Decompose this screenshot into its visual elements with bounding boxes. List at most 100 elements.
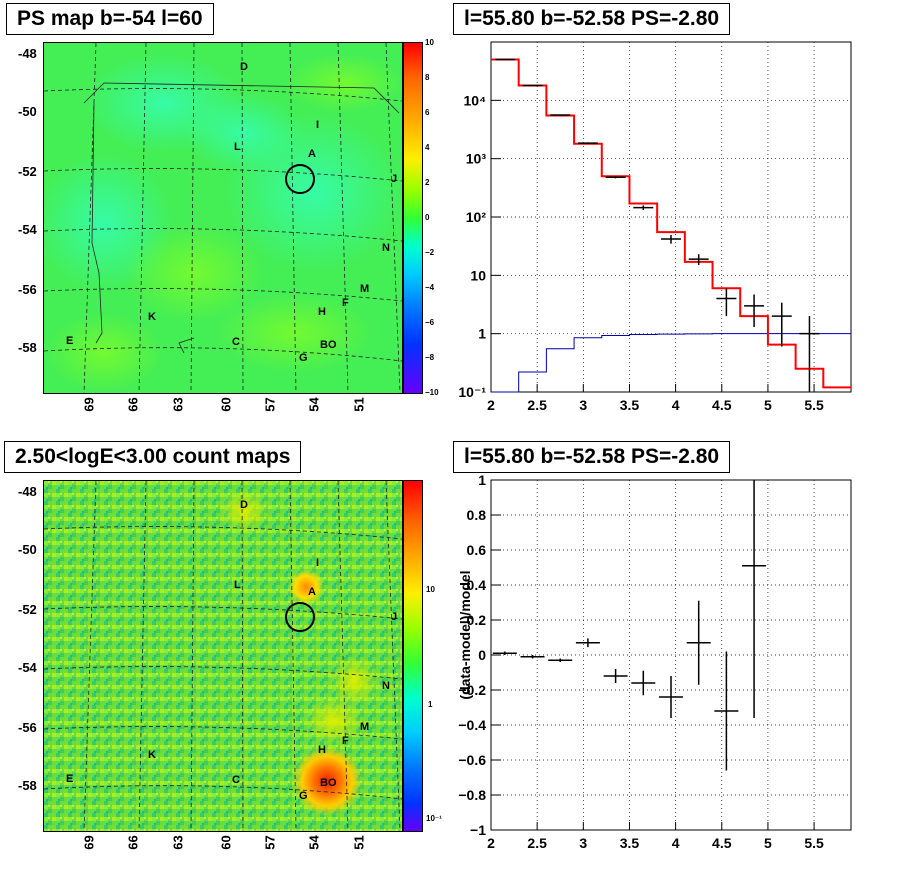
spectrum-xtick-label: 5.5 xyxy=(804,397,824,413)
spectrum-frame xyxy=(490,41,852,393)
count-src-M: M xyxy=(360,721,370,733)
src-BO: BO xyxy=(320,339,337,351)
ps-ytick-5: -56 xyxy=(18,282,37,297)
count-ytick-6: -58 xyxy=(18,778,37,793)
src-F: F xyxy=(342,297,349,309)
count-xtick-6: 54 xyxy=(306,835,322,850)
count-ytick-4: -54 xyxy=(18,660,37,675)
ps-map-target-circle xyxy=(285,164,315,194)
ps-cb-tick-4: 4 xyxy=(425,143,430,152)
ps-xtick-7: 51 xyxy=(351,397,367,412)
count-map-title: 2.50<logE<3.00 count maps xyxy=(4,441,302,473)
src-H: H xyxy=(318,306,326,318)
count-src-E: E xyxy=(66,773,74,785)
ps-cb-tick-2: 8 xyxy=(425,73,430,82)
residual-ytick-label: −0.4 xyxy=(458,717,486,733)
src-G: G xyxy=(299,352,308,364)
residual-xtick-label: 2 xyxy=(487,835,495,851)
ps-map-title: PS map b=-54 l=60 xyxy=(6,3,214,35)
count-src-K: K xyxy=(148,749,156,761)
residual-xtick-label: 4 xyxy=(672,835,680,851)
count-src-BO: BO xyxy=(320,777,337,789)
residual-ytick-label: −0.8 xyxy=(458,787,486,803)
spectrum-ytick-label: 10⁻¹ xyxy=(458,384,486,400)
count-cb-tick-3: 10⁻¹ xyxy=(426,814,442,823)
count-xtick-4: 60 xyxy=(218,835,234,850)
count-map-svg xyxy=(44,481,402,831)
ps-xtick-2: 66 xyxy=(125,397,141,412)
spectrum-xtick-label: 2.5 xyxy=(527,397,547,413)
residual-xtick-label: 5 xyxy=(764,835,772,851)
residual-ytick-label: 0.8 xyxy=(467,507,487,523)
count-src-H: H xyxy=(318,744,326,756)
src-M: M xyxy=(360,283,370,295)
ps-cb-tick-7: −2 xyxy=(425,248,435,257)
count-map-target-circle xyxy=(285,602,315,632)
spectrum-model-line xyxy=(491,58,851,389)
residual-frame xyxy=(490,479,852,831)
residual-ytick-label: 1 xyxy=(478,472,486,488)
ps-ytick-2: -50 xyxy=(18,104,37,119)
count-cb-tick-2: 1 xyxy=(428,700,433,709)
count-ytick-5: -56 xyxy=(18,720,37,735)
residual-ytick-label: −0.6 xyxy=(458,752,486,768)
count-src-A: A xyxy=(308,586,316,598)
ps-colorbar xyxy=(403,42,423,394)
spectrum-title: l=55.80 b=-52.58 PS=-2.80 xyxy=(453,3,731,35)
ps-cb-tick-6: 0 xyxy=(425,213,430,222)
ps-xtick-6: 54 xyxy=(306,397,322,412)
count-xtick-3: 63 xyxy=(170,835,186,850)
count-cb-tick-1: 10 xyxy=(426,585,435,594)
src-C: C xyxy=(232,336,240,348)
src-I: I xyxy=(316,119,320,131)
residual-xtick-label: 2.5 xyxy=(527,835,547,851)
ps-cb-tick-9: −6 xyxy=(425,318,435,327)
spectrum-background-line xyxy=(491,333,851,393)
count-map-image[interactable]: D I L A J N M F H K E C BO G xyxy=(43,480,403,832)
ps-xtick-1: 69 xyxy=(81,397,97,412)
src-N: N xyxy=(382,242,390,254)
ps-map-svg xyxy=(44,43,402,393)
count-ytick-2: -50 xyxy=(18,542,37,557)
residual-ytick-label: −1 xyxy=(470,822,486,838)
count-src-C: C xyxy=(232,774,240,786)
src-L: L xyxy=(234,141,241,153)
count-colorbar xyxy=(403,480,423,832)
spectrum-xtick-label: 4.5 xyxy=(712,397,732,413)
residual-ytick-label: 0.2 xyxy=(467,612,487,628)
spectrum-ytick-label: 10³ xyxy=(466,151,487,167)
count-ytick-1: -48 xyxy=(18,484,37,499)
count-src-I: I xyxy=(316,557,320,569)
src-K: K xyxy=(148,311,156,323)
ps-ytick-6: -58 xyxy=(18,340,37,355)
spectrum-xtick-label: 2 xyxy=(487,397,495,413)
residual-ytick-label: −0.2 xyxy=(458,682,486,698)
count-src-F: F xyxy=(342,735,349,747)
spectrum-xtick-label: 5 xyxy=(764,397,772,413)
count-src-N: N xyxy=(382,680,390,692)
spectrum-ytick-label: 10² xyxy=(466,209,487,225)
ps-cb-tick-3: 6 xyxy=(425,108,430,117)
residual-ylabel: (data-model)/model xyxy=(457,570,473,699)
residual-xtick-label: 3.5 xyxy=(620,835,640,851)
spectrum-ytick-label: 1 xyxy=(478,326,486,342)
ps-xtick-5: 57 xyxy=(262,397,278,412)
count-src-J: J xyxy=(391,611,398,623)
ps-ytick-1: -48 xyxy=(18,46,37,61)
ps-ytick-4: -54 xyxy=(18,222,37,237)
residual-xtick-label: 4.5 xyxy=(712,835,732,851)
ps-map-image[interactable]: D I L A J N M F H K E C BO G xyxy=(43,42,403,394)
residual-ytick-label: 0.4 xyxy=(467,577,487,593)
count-src-G: G xyxy=(299,790,308,802)
count-src-L: L xyxy=(234,579,241,591)
ps-xtick-3: 63 xyxy=(170,397,186,412)
src-A: A xyxy=(308,148,316,160)
spectrum-xtick-label: 3.5 xyxy=(620,397,640,413)
ps-ytick-3: -52 xyxy=(18,164,37,179)
src-E: E xyxy=(66,335,74,347)
ps-cb-tick-1: 10 xyxy=(425,38,434,47)
count-xtick-5: 57 xyxy=(262,835,278,850)
src-J: J xyxy=(391,173,398,185)
ps-cb-tick-10: −8 xyxy=(425,353,435,362)
residual-xtick-label: 3 xyxy=(579,835,587,851)
